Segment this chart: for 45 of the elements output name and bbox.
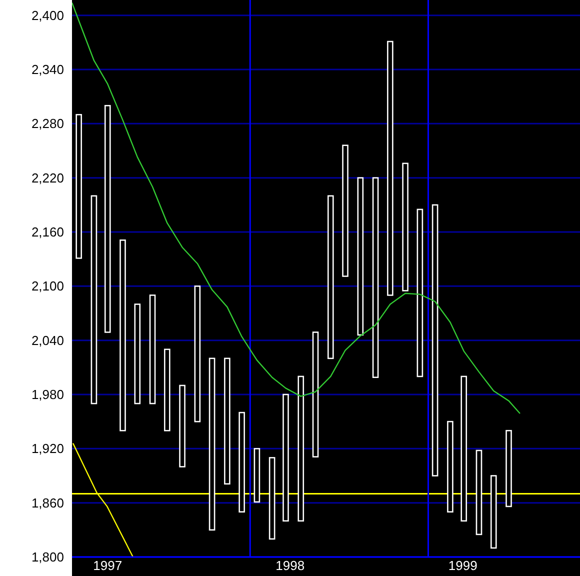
bar [254,448,260,503]
bar [312,332,319,458]
bar [179,384,186,468]
line-series [72,2,521,414]
y-tick-label: 1,980 [31,387,64,402]
y-tick-label: 2,340 [31,62,64,78]
bar [447,420,454,513]
y-tick-label: 1,920 [31,441,64,456]
bar [416,208,424,378]
bar [194,286,201,422]
bar [372,177,379,378]
y-tick-label: 2,280 [31,116,64,132]
bar [134,304,141,404]
bar [268,457,276,540]
bar [238,412,245,513]
y-tick-label: 2,040 [31,332,64,348]
bar [490,475,497,549]
bar [476,450,482,536]
bar [342,144,348,277]
bar [149,294,156,404]
y-tick-label: 1,800 [31,550,64,565]
bar [90,195,98,404]
y-tick-label: 2,100 [31,278,64,294]
bar [164,348,170,432]
bar [327,195,334,360]
bar [298,376,304,522]
x-tick-label: 1999 [448,558,478,573]
bar [224,358,230,485]
bar [282,394,289,522]
bar [208,358,216,531]
bar [387,40,394,296]
y-tick-label: 2,160 [31,224,64,240]
bar [104,104,111,333]
y-tick-label: 2,400 [31,8,64,23]
x-tick-label: 1998 [276,558,305,573]
bar [357,177,364,336]
bar [402,162,408,292]
y-tick-label: 2,220 [31,170,64,186]
bar [120,239,126,432]
bar [460,376,468,522]
bar [76,114,82,259]
bar [432,204,438,476]
bar [506,430,512,508]
y-tick-label: 1,860 [31,495,64,510]
x-tick-label: 1997 [93,558,122,573]
